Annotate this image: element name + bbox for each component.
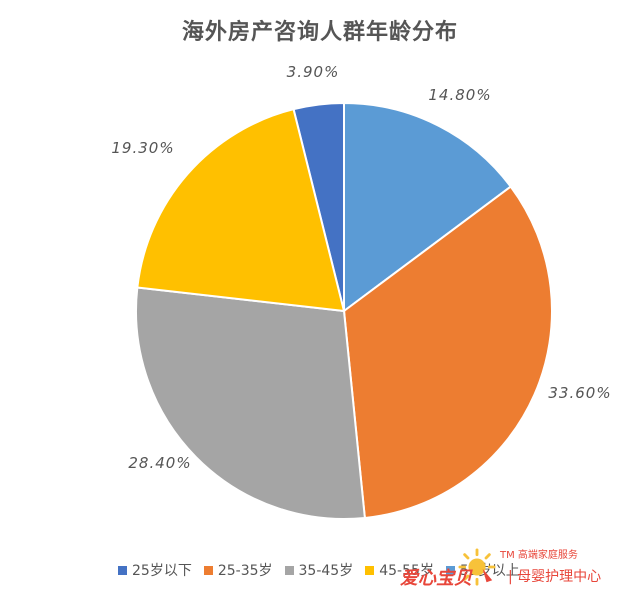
- sun-logo-icon: [458, 548, 496, 586]
- legend-label-2: 35-45岁: [298, 563, 354, 579]
- legend-item-0: 25岁以下: [118, 560, 192, 580]
- watermark-tag: TM 高端家庭服务: [500, 550, 578, 561]
- legend-item-1: 25-35岁: [203, 560, 273, 580]
- pie-labels: 3.90% 14.80% 33.60% 28.40% 19.30%: [111, 63, 611, 472]
- pie-label-4: 19.30%: [111, 139, 174, 157]
- legend-item-3: 45-55岁: [365, 560, 434, 580]
- pie-slice-4: [136, 108, 346, 313]
- pie-slice-3: [135, 286, 366, 520]
- chart-title: 海外房产咨询人群年龄分布: [181, 19, 458, 45]
- watermark-brand: 爱心宝贝: [400, 568, 472, 589]
- pie-slice-1: [343, 101, 513, 313]
- legend-swatch-3: [365, 565, 375, 575]
- watermark: 爱心宝贝 TM 高端家庭服务 | 母婴护理中心: [400, 542, 636, 592]
- pie-label-2: 33.60%: [548, 384, 611, 402]
- legend-label-3: 45-55岁: [379, 563, 434, 579]
- legend-swatch-0: [118, 565, 127, 575]
- pie-slices: [135, 101, 553, 520]
- pie-slice-2: [342, 185, 553, 520]
- pie-label-0: 3.90%: [287, 63, 340, 81]
- legend-swatch-2: [284, 565, 294, 575]
- legend-swatch-1: [203, 565, 213, 575]
- legend-item-2: 35-45岁: [284, 560, 354, 580]
- pie-label-1: 14.80%: [428, 86, 491, 104]
- pie-label-3: 28.40%: [128, 454, 191, 472]
- legend-swatch-4: [445, 565, 455, 575]
- legend-label-1: 25-35岁: [217, 563, 273, 579]
- watermark-sub: | 母婴护理中心: [508, 569, 602, 585]
- legend-label-0: 25岁以下: [132, 563, 192, 579]
